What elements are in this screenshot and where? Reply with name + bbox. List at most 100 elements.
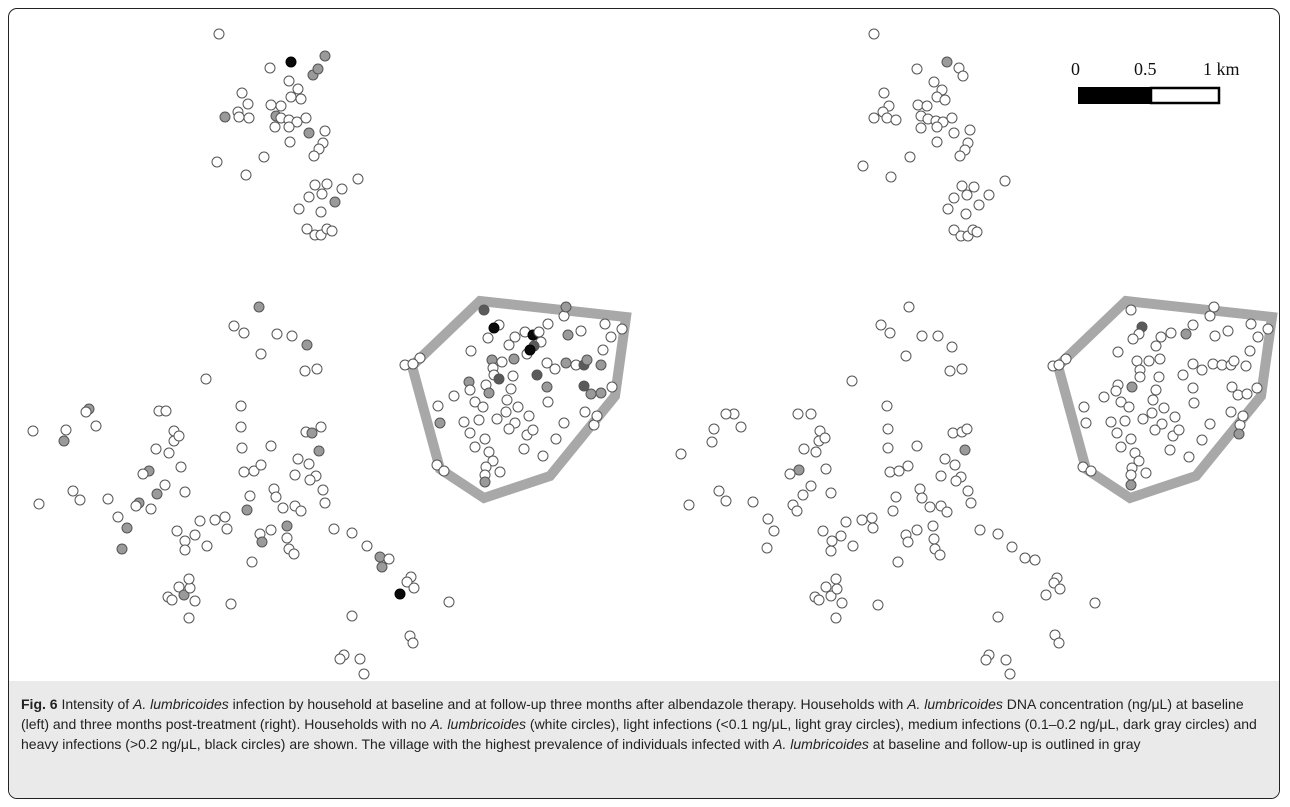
follow-up-household-marker [961,189,973,201]
baseline-household-marker [301,223,313,235]
baseline-household-marker [354,653,366,665]
baseline-household-marker [209,514,221,526]
follow-up-household-marker [1153,371,1165,383]
caption-text-5: at baseline and follow-up is outlined in… [868,735,1141,752]
baseline-household-marker [479,476,491,488]
follow-up-household-marker [1156,418,1168,430]
baseline-household-marker [315,421,327,433]
follow-up-household-marker [1019,552,1031,564]
baseline-household-marker [585,388,597,400]
baseline-household-marker [501,394,513,406]
follow-up-household-marker [1125,469,1137,481]
baseline-household-marker [253,301,265,313]
follow-up-household-marker [831,583,843,595]
follow-up-household-marker [835,530,847,542]
follow-up-household-marker [881,112,893,124]
baseline-household-marker [194,515,206,527]
baseline-household-marker [303,458,315,470]
follow-up-household-marker [825,545,837,557]
baseline-household-marker [277,502,289,514]
baseline-household-marker [80,406,92,418]
baseline-household-marker [383,553,395,565]
follow-up-household-marker [916,330,928,342]
baseline-household-marker [116,543,128,555]
baseline-household-marker [483,387,495,399]
follow-up-household-marker [1204,418,1216,430]
baseline-household-marker [256,536,268,548]
baseline-household-marker [317,484,329,496]
baseline-household-marker [304,474,316,486]
follow-up-household-marker [892,556,904,568]
follow-up-household-marker [713,485,725,497]
baseline-household-marker [575,325,587,337]
follow-up-household-marker [885,171,897,183]
follow-up-household-marker [1164,444,1176,456]
baseline-household-marker [358,668,370,680]
baseline-household-marker [90,420,102,432]
baseline-household-marker [346,527,358,539]
baseline-household-marker [562,329,574,341]
follow-up-household-marker [840,516,852,528]
baseline-household-marker [524,344,536,356]
baseline-household-marker [221,523,233,535]
follow-up-household-marker [1089,597,1101,609]
follow-up-household-marker [928,76,940,88]
baseline-household-marker [291,116,303,128]
baseline-household-marker [478,304,490,316]
baseline-household-marker [523,410,535,422]
baseline-household-marker [329,196,341,208]
follow-up-household-marker [1078,401,1090,413]
baseline-household-marker [312,63,324,75]
baseline-household-marker [503,339,515,351]
baseline-household-marker [246,556,258,568]
follow-up-household-marker [980,654,992,666]
follow-up-household-marker [948,192,960,204]
baseline-household-marker [616,323,628,335]
follow-up-household-marker [921,100,933,112]
follow-up-household-marker [948,127,960,139]
follow-up-household-marker [683,499,695,511]
baseline-household-marker [241,504,253,516]
baseline-household-marker [255,459,267,471]
baseline-household-marker [309,179,321,191]
follow-up-household-marker [1125,433,1137,445]
follow-up-household-marker [1147,394,1159,406]
follow-up-household-marker [735,421,747,433]
baseline-household-marker [434,417,446,429]
baseline-household-marker [408,582,420,594]
baseline-household-marker [184,582,196,594]
baseline-household-marker [469,441,481,453]
follow-up-household-marker [866,512,878,524]
baseline-household-marker [284,136,296,148]
follow-up-household-marker [1177,369,1189,381]
baseline-household-marker [595,359,607,371]
follow-up-household-marker [911,524,923,536]
baseline-household-marker [235,421,247,433]
follow-up-household-marker [867,522,879,534]
caption-species-4: A. lumbricoides [773,735,869,752]
baseline-household-marker [541,381,553,393]
follow-up-household-marker [1154,353,1166,365]
baseline-household-marker [407,358,419,370]
follow-up-household-marker [1115,396,1127,408]
follow-up-household-marker [1125,479,1137,491]
baseline-household-marker [150,443,162,455]
follow-up-household-marker [1123,401,1135,413]
baseline-household-marker [542,396,554,408]
follow-up-household-marker [791,505,803,517]
follow-up-household-marker [999,175,1011,187]
follow-up-household-marker [911,440,923,452]
follow-up-household-marker [882,442,894,454]
baseline-household-marker [171,525,183,537]
baseline-household-marker [289,469,301,481]
follow-up-household-marker [939,453,951,465]
baseline-household-marker [121,522,133,534]
follow-up-household-marker [1112,346,1124,358]
baseline-household-marker [376,561,388,573]
baseline-household-marker [130,500,142,512]
baseline-household-marker [255,348,267,360]
follow-up-household-marker [1054,583,1066,595]
follow-up-household-marker [1127,333,1139,345]
baseline-household-marker [236,87,248,99]
baseline-household-marker [244,490,256,502]
